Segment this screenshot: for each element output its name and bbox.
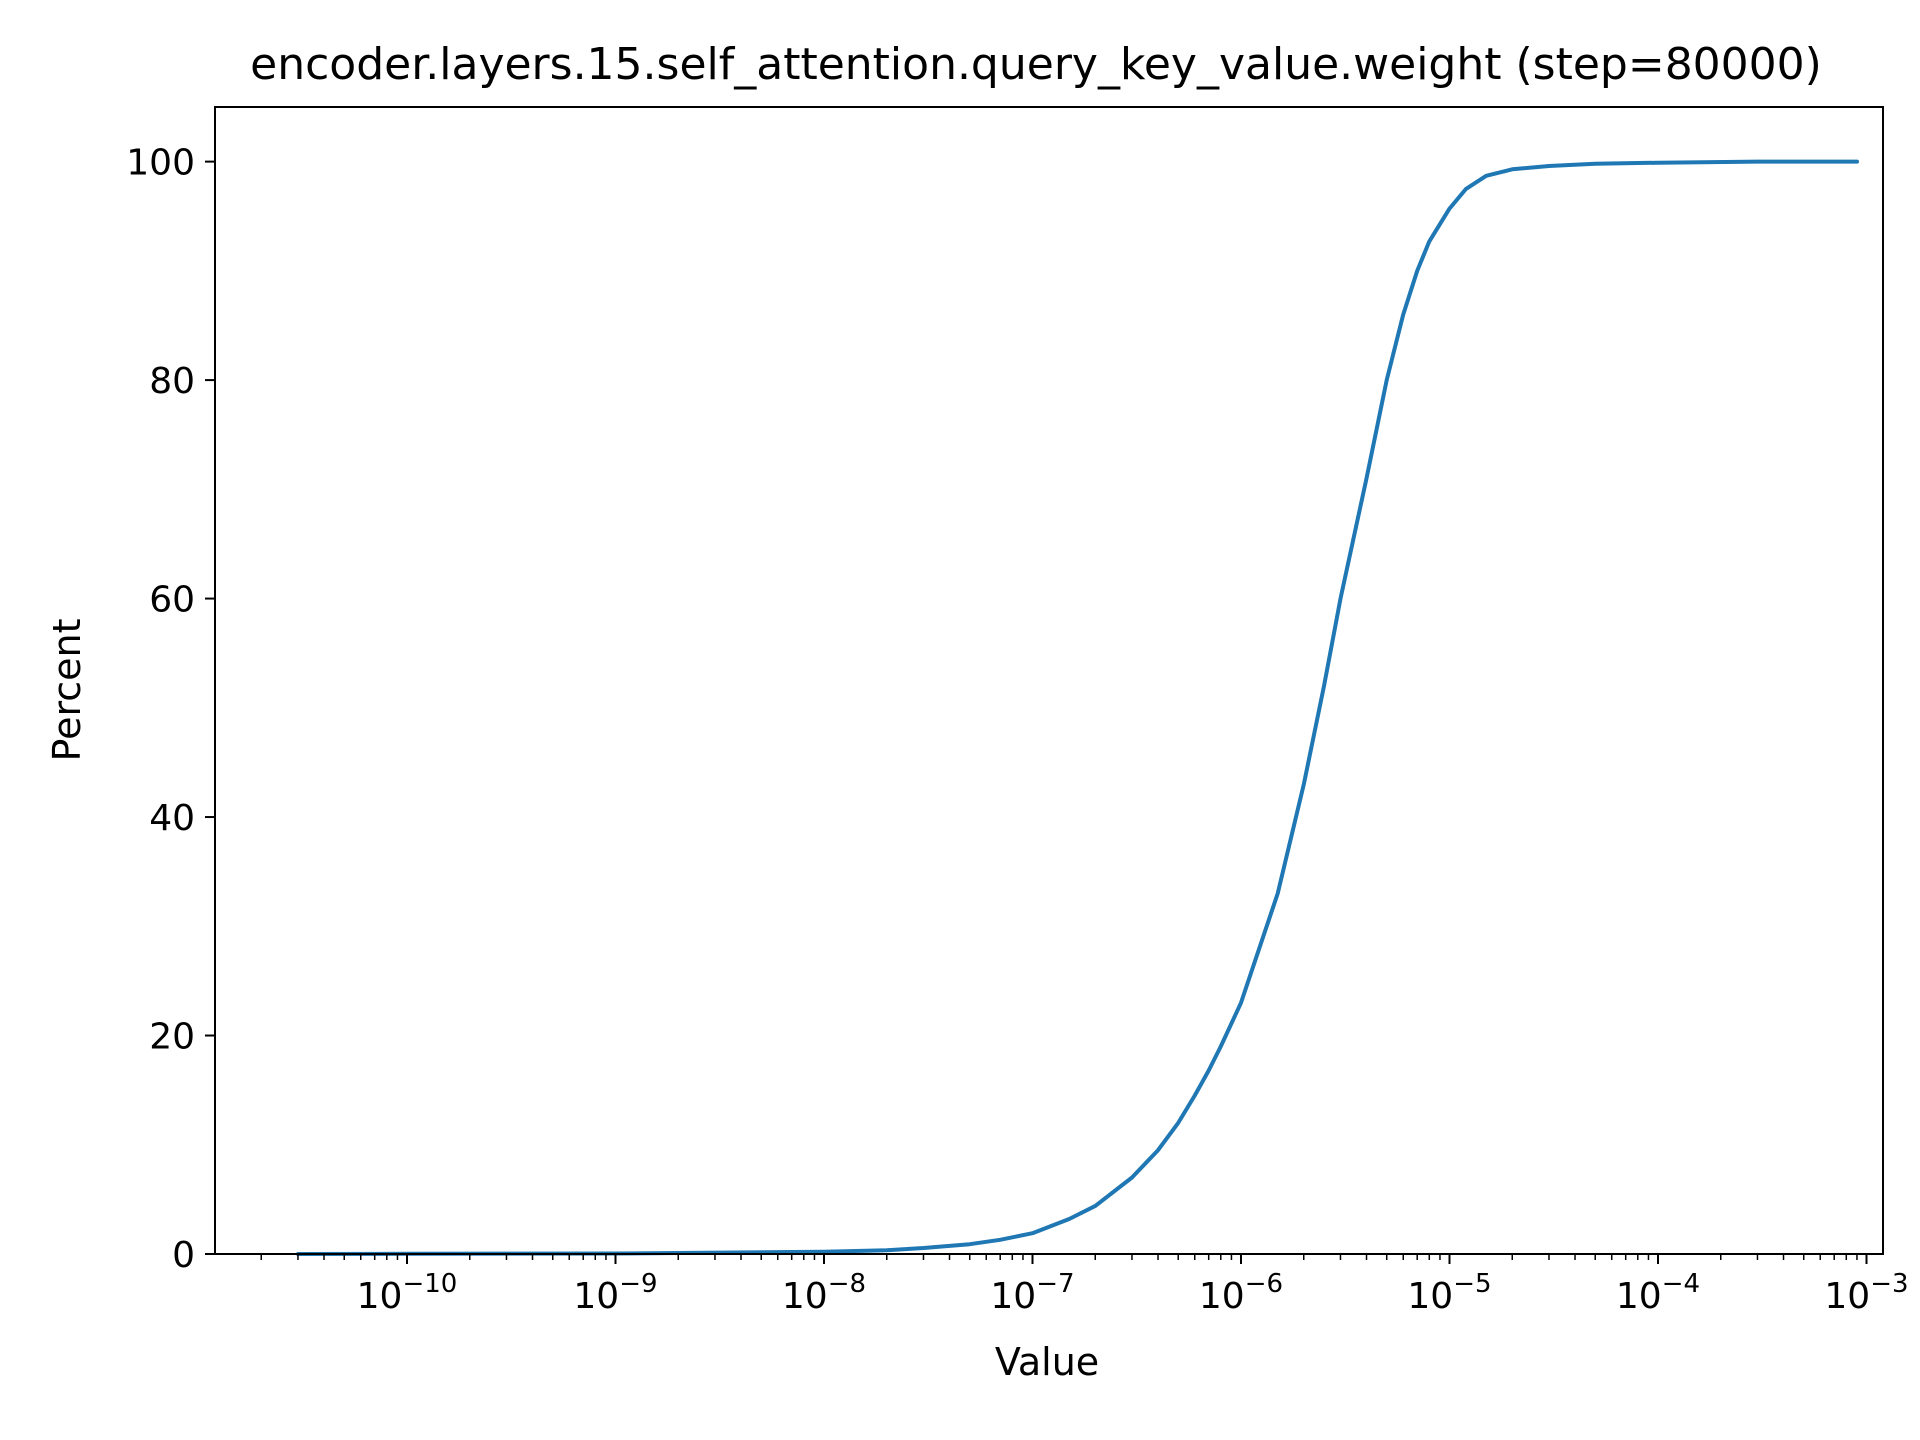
x-axis-label: Value [995, 1340, 1099, 1384]
x-tick-label: 10−3 [1824, 1269, 1908, 1317]
y-tick-label: 80 [149, 361, 195, 402]
x-tick-label: 10−4 [1616, 1269, 1700, 1317]
x-tick-label: 10−5 [1407, 1269, 1491, 1317]
x-tick-label: 10−8 [782, 1269, 866, 1317]
y-tick-label: 20 [149, 1017, 195, 1058]
plot-area: 0 20 40 60 80 100 10−10 10−9 10−8 10−7 10−6 10−5 10−… [126, 106, 1909, 1317]
y-tick-label: 0 [172, 1235, 195, 1276]
x-tick-label: 10−7 [990, 1269, 1074, 1317]
axes-frame [214, 106, 1884, 1255]
chart-title: encoder.layers.15.self_attention.query_k… [250, 39, 1822, 90]
y-axis-label: Percent [45, 619, 89, 762]
series-line-0 [296, 159, 1859, 1256]
y-tick-label: 100 [126, 143, 195, 184]
y-tick-label: 60 [149, 580, 195, 621]
x-tick-label: 10−9 [573, 1269, 657, 1317]
x-tick-label: 10−6 [1199, 1269, 1283, 1317]
x-tick-label: 10−10 [357, 1269, 458, 1317]
y-tick-label: 40 [149, 798, 195, 839]
